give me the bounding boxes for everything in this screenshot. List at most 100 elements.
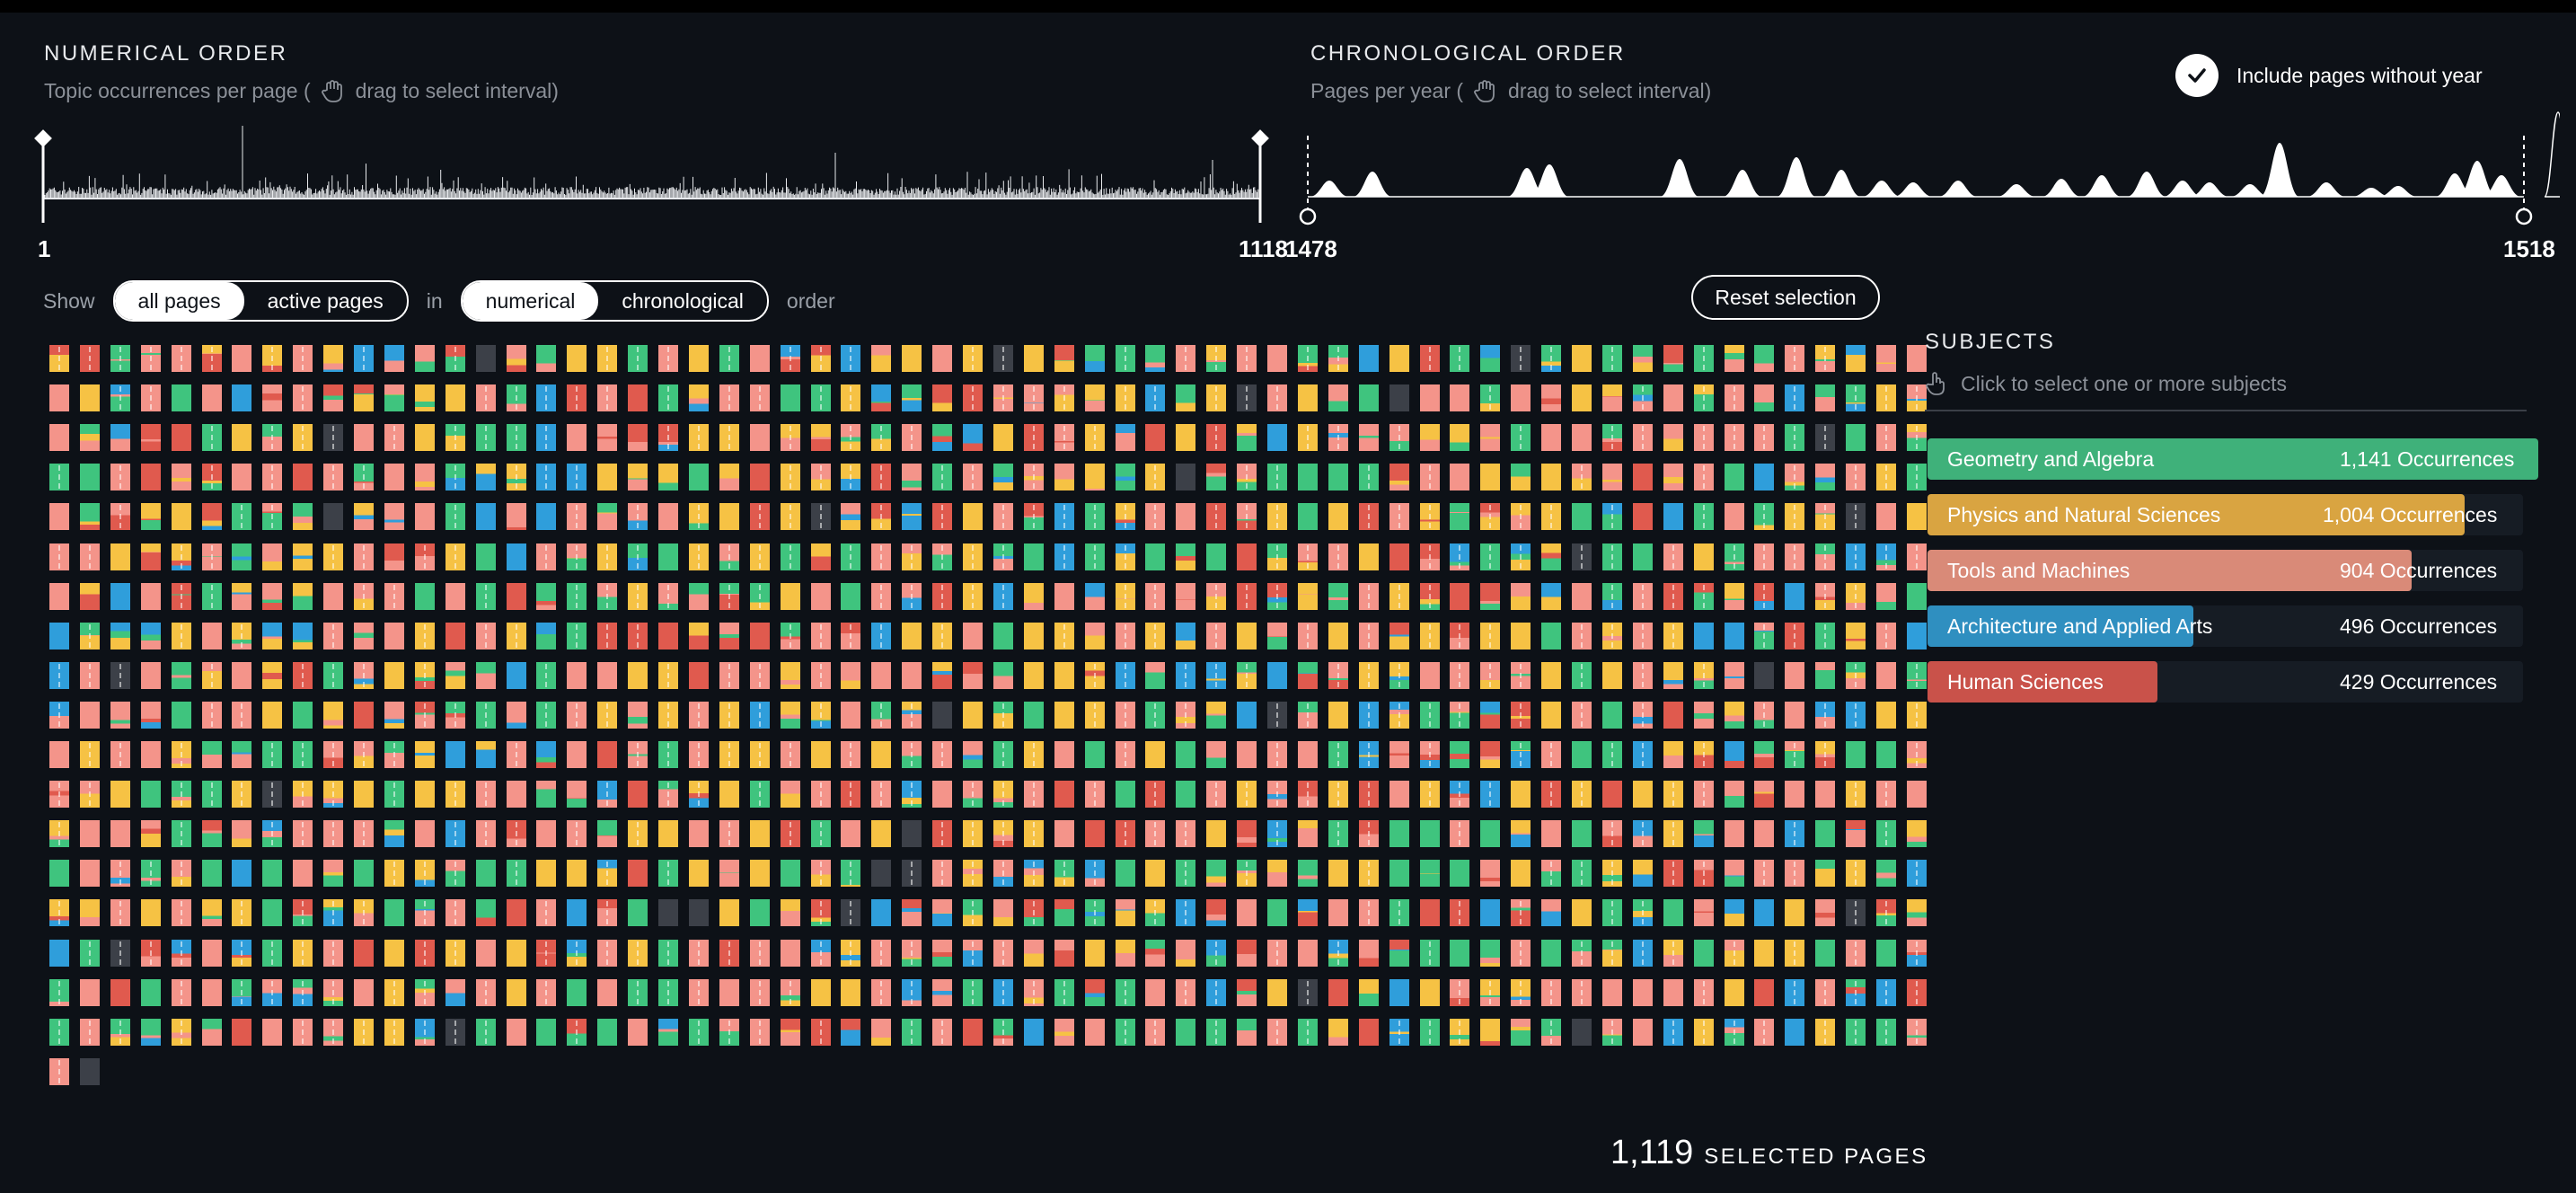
page-cell[interactable]: [992, 701, 1013, 729]
page-cell[interactable]: [1419, 1018, 1440, 1046]
page-cell[interactable]: [1389, 939, 1409, 967]
page-cell[interactable]: [992, 424, 1013, 452]
page-cell[interactable]: [1450, 701, 1470, 729]
page-cell[interactable]: [1358, 741, 1379, 768]
page-cell[interactable]: [992, 582, 1013, 610]
page-cell[interactable]: [1389, 820, 1409, 848]
page-cell[interactable]: [384, 820, 404, 848]
page-cell[interactable]: [323, 622, 344, 650]
page-cell[interactable]: [992, 1018, 1013, 1046]
page-cell[interactable]: [354, 543, 374, 570]
page-cell[interactable]: [841, 503, 861, 531]
page-cell[interactable]: [262, 820, 283, 848]
page-cell[interactable]: [1115, 345, 1135, 372]
page-cell[interactable]: [140, 860, 161, 888]
page-cell[interactable]: [506, 661, 526, 689]
page-cell[interactable]: [1754, 543, 1775, 570]
page-cell[interactable]: [658, 741, 678, 768]
page-cell[interactable]: [1906, 582, 1927, 610]
page-cell[interactable]: [262, 741, 283, 768]
page-cell[interactable]: [1023, 622, 1044, 650]
page-cell[interactable]: [354, 978, 374, 1006]
page-cell[interactable]: [414, 1018, 435, 1046]
page-cell[interactable]: [1876, 899, 1896, 927]
page-cell[interactable]: [780, 424, 800, 452]
page-cell[interactable]: [932, 384, 953, 412]
page-cell[interactable]: [1632, 939, 1653, 967]
page-cell[interactable]: [1297, 701, 1318, 729]
page-cell[interactable]: [810, 781, 831, 809]
page-cell[interactable]: [719, 741, 739, 768]
page-cell[interactable]: [1206, 820, 1227, 848]
page-cell[interactable]: [140, 464, 161, 491]
page-cell[interactable]: [1663, 543, 1683, 570]
page-cell[interactable]: [1176, 543, 1196, 570]
page-cell[interactable]: [1693, 899, 1714, 927]
page-cell[interactable]: [1663, 622, 1683, 650]
page-cell[interactable]: [992, 503, 1013, 531]
page-cell[interactable]: [1237, 899, 1257, 927]
page-cell[interactable]: [49, 543, 69, 570]
page-cell[interactable]: [1906, 741, 1927, 768]
page-cell[interactable]: [1389, 860, 1409, 888]
page-cell[interactable]: [719, 543, 739, 570]
page-cell[interactable]: [932, 1018, 953, 1046]
page-cell[interactable]: [1054, 741, 1074, 768]
page-cell[interactable]: [1389, 424, 1409, 452]
page-cell[interactable]: [475, 701, 496, 729]
page-cell[interactable]: [1572, 622, 1592, 650]
page-cell[interactable]: [140, 384, 161, 412]
page-cell[interactable]: [1145, 503, 1166, 531]
page-cell[interactable]: [1785, 741, 1805, 768]
page-cell[interactable]: [1358, 622, 1379, 650]
page-cell[interactable]: [1632, 503, 1653, 531]
page-cell[interactable]: [932, 503, 953, 531]
page-cell[interactable]: [201, 345, 222, 372]
page-cell[interactable]: [1511, 345, 1531, 372]
page-cell[interactable]: [1785, 582, 1805, 610]
page-cell[interactable]: [536, 701, 557, 729]
page-cell[interactable]: [1724, 622, 1744, 650]
page-cell[interactable]: [1480, 781, 1501, 809]
page-cell[interactable]: [902, 661, 922, 689]
page-cell[interactable]: [1572, 424, 1592, 452]
page-cell[interactable]: [1693, 860, 1714, 888]
page-cell[interactable]: [719, 661, 739, 689]
page-cell[interactable]: [1297, 464, 1318, 491]
page-cell[interactable]: [323, 741, 344, 768]
page-cell[interactable]: [1480, 820, 1501, 848]
page-cell[interactable]: [445, 464, 465, 491]
page-cell[interactable]: [1876, 503, 1896, 531]
page-cell[interactable]: [1480, 899, 1501, 927]
page-cell[interactable]: [1724, 820, 1744, 848]
page-cell[interactable]: [1328, 345, 1348, 372]
page-cell[interactable]: [902, 543, 922, 570]
page-cell[interactable]: [1572, 582, 1592, 610]
page-cell[interactable]: [1054, 345, 1074, 372]
page-cell[interactable]: [201, 820, 222, 848]
page-cell[interactable]: [232, 899, 252, 927]
page-cell[interactable]: [749, 384, 770, 412]
page-cell[interactable]: [871, 978, 892, 1006]
page-cell[interactable]: [1297, 899, 1318, 927]
page-cell[interactable]: [1693, 701, 1714, 729]
page-cell[interactable]: [1663, 424, 1683, 452]
page-cell[interactable]: [1267, 345, 1287, 372]
page-cell[interactable]: [810, 1018, 831, 1046]
page-cell[interactable]: [1846, 939, 1866, 967]
page-cell[interactable]: [1663, 503, 1683, 531]
page-cell[interactable]: [810, 741, 831, 768]
page-cell[interactable]: [688, 820, 709, 848]
page-cell[interactable]: [1663, 701, 1683, 729]
page-cell[interactable]: [79, 582, 100, 610]
page-cell[interactable]: [232, 741, 252, 768]
page-cell[interactable]: [1145, 860, 1166, 888]
page-cell[interactable]: [1754, 384, 1775, 412]
page-cell[interactable]: [1328, 939, 1348, 967]
page-cell[interactable]: [1815, 701, 1836, 729]
page-cell[interactable]: [262, 543, 283, 570]
page-cell[interactable]: [414, 424, 435, 452]
page-cell[interactable]: [49, 978, 69, 1006]
page-cell[interactable]: [110, 464, 130, 491]
subject-geometry-and-algebra[interactable]: Geometry and Algebra 1,141 Occurrences: [1928, 438, 2538, 480]
